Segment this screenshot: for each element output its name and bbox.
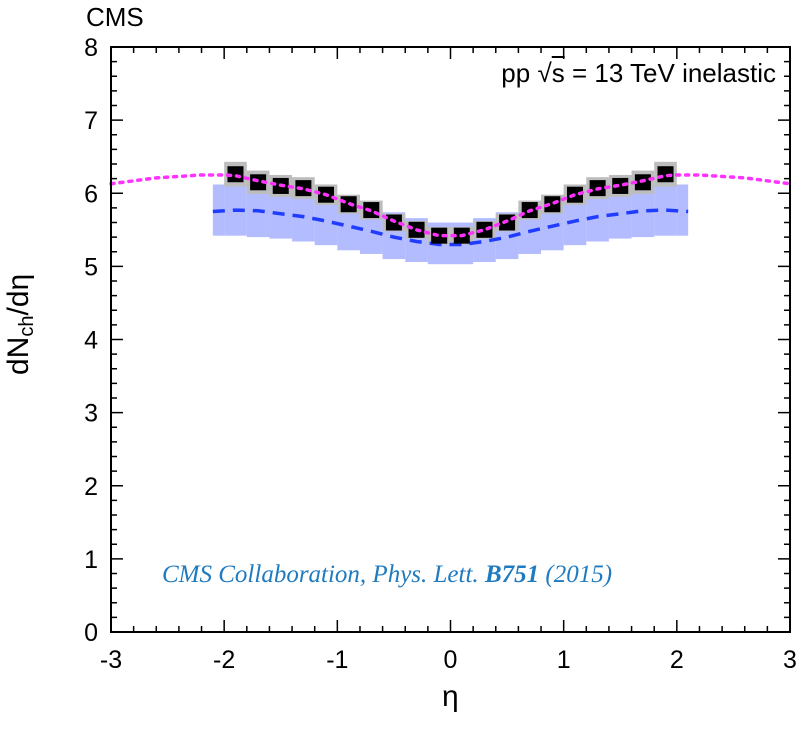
- experiment-label: CMS: [86, 2, 144, 32]
- x-axis-title: η: [442, 680, 459, 713]
- model-band-segment: [631, 184, 655, 238]
- citation-year: (2015): [539, 561, 613, 588]
- citation: CMS Collaboration, Phys. Lett. B751 (201…: [162, 561, 612, 589]
- tick-layer: [110, 46, 791, 633]
- model-band-segment: [314, 194, 338, 246]
- process-label: pp: [501, 58, 538, 88]
- x-tick-label: -1: [326, 646, 348, 674]
- y-axis-title-tail: /dη: [2, 273, 35, 316]
- y-axis-title-main: dN: [2, 336, 35, 375]
- y-tick-label: 6: [84, 180, 98, 208]
- data-point: [612, 177, 629, 194]
- y-tick-label: 7: [84, 107, 98, 135]
- citation-volume: B751: [484, 561, 540, 588]
- model-dotted-line: [109, 173, 792, 238]
- dotted-curve-layer: [109, 173, 792, 238]
- y-tick-label: 5: [84, 253, 98, 281]
- process-annotation: pp √s = 13 TeV inelastic: [501, 58, 776, 89]
- y-axis-title: dNch/dη: [2, 274, 39, 375]
- model-band-segment: [654, 184, 677, 236]
- y-tick-label: 1: [84, 546, 98, 574]
- tick-label-layer: -3 -2 -1 0 1 2 3 0 1 2 3 4 5 6 7 8: [84, 34, 797, 674]
- dashed-curve-layer: [212, 208, 689, 247]
- citation-text: CMS Collaboration, Phys. Lett.: [162, 561, 485, 588]
- sqrt-argument: s: [551, 58, 565, 88]
- y-tick-label: 8: [84, 34, 98, 62]
- model-dashed-line: [212, 208, 689, 247]
- x-tick-label: 0: [444, 646, 458, 674]
- data-point: [431, 227, 448, 244]
- data-point: [476, 221, 493, 238]
- y-tick-label: 4: [84, 327, 98, 355]
- x-tick-label: -2: [213, 646, 235, 674]
- data-point: [295, 180, 312, 197]
- energy-label: = 13 TeV inelastic: [564, 58, 776, 88]
- x-tick-label: 3: [783, 646, 797, 674]
- model-band-segment: [608, 187, 632, 239]
- y-tick-label: 2: [84, 473, 98, 501]
- sqrt-symbol: √: [537, 58, 552, 88]
- x-tick-label: -3: [100, 646, 122, 674]
- y-tick-label: 0: [84, 619, 98, 647]
- y-tick-label: 3: [84, 400, 98, 428]
- y-axis-title-subscript: ch: [16, 315, 38, 337]
- model-band-segment: [676, 184, 689, 236]
- x-tick-label: 2: [670, 646, 684, 674]
- x-tick-label: 1: [557, 646, 571, 674]
- plot-frame: [110, 46, 791, 633]
